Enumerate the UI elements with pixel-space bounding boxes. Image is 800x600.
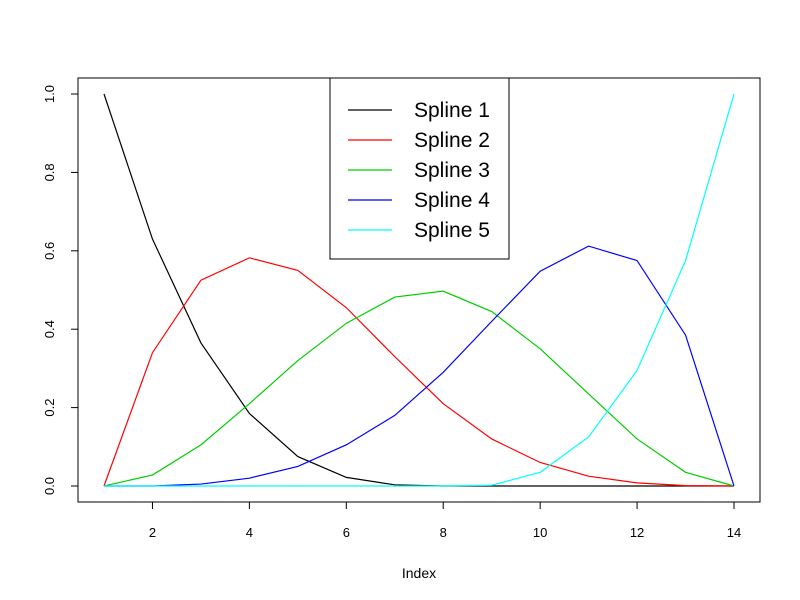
- y-tick-label: 0.4: [42, 320, 57, 338]
- x-tick-label: 10: [533, 525, 547, 540]
- series-line-4: [104, 245, 735, 487]
- legend-label-1: Spline 1: [414, 99, 490, 122]
- x-tick-label: 6: [343, 525, 350, 540]
- x-tick-label: 14: [727, 525, 741, 540]
- series-line-2: [103, 257, 735, 487]
- x-tick-label: 12: [630, 525, 644, 540]
- series-line-3: [103, 290, 735, 487]
- series-layer: [103, 93, 735, 487]
- x-tick-label: 2: [149, 525, 156, 540]
- legend-label-4: Spline 4: [414, 189, 490, 212]
- x-tick-label: 8: [440, 525, 447, 540]
- legend-label-3: Spline 3: [414, 159, 490, 182]
- y-tick-label: 0.2: [42, 399, 57, 417]
- y-tick-label: 0.0: [42, 477, 57, 495]
- legend-label-5: Spline 5: [414, 219, 490, 242]
- y-tick-label: 1.0: [42, 85, 57, 103]
- legend-box: [329, 77, 510, 260]
- x-tick-label: 4: [246, 525, 253, 540]
- x-axis-title: Index: [402, 565, 436, 581]
- y-tick-label: 0.6: [42, 242, 57, 260]
- series-line-5: [104, 93, 735, 487]
- legend-label-2: Spline 2: [414, 129, 490, 152]
- y-tick-label: 0.8: [42, 163, 57, 181]
- x-axis: 2 4 6 8 10 12 14: [149, 501, 741, 540]
- legend: Spline 1 Spline 2 Spline 3 Spline 4 Spline 5: [329, 77, 510, 260]
- y-axis: 0.0 0.2 0.4 0.6 0.8 1.0: [42, 85, 79, 495]
